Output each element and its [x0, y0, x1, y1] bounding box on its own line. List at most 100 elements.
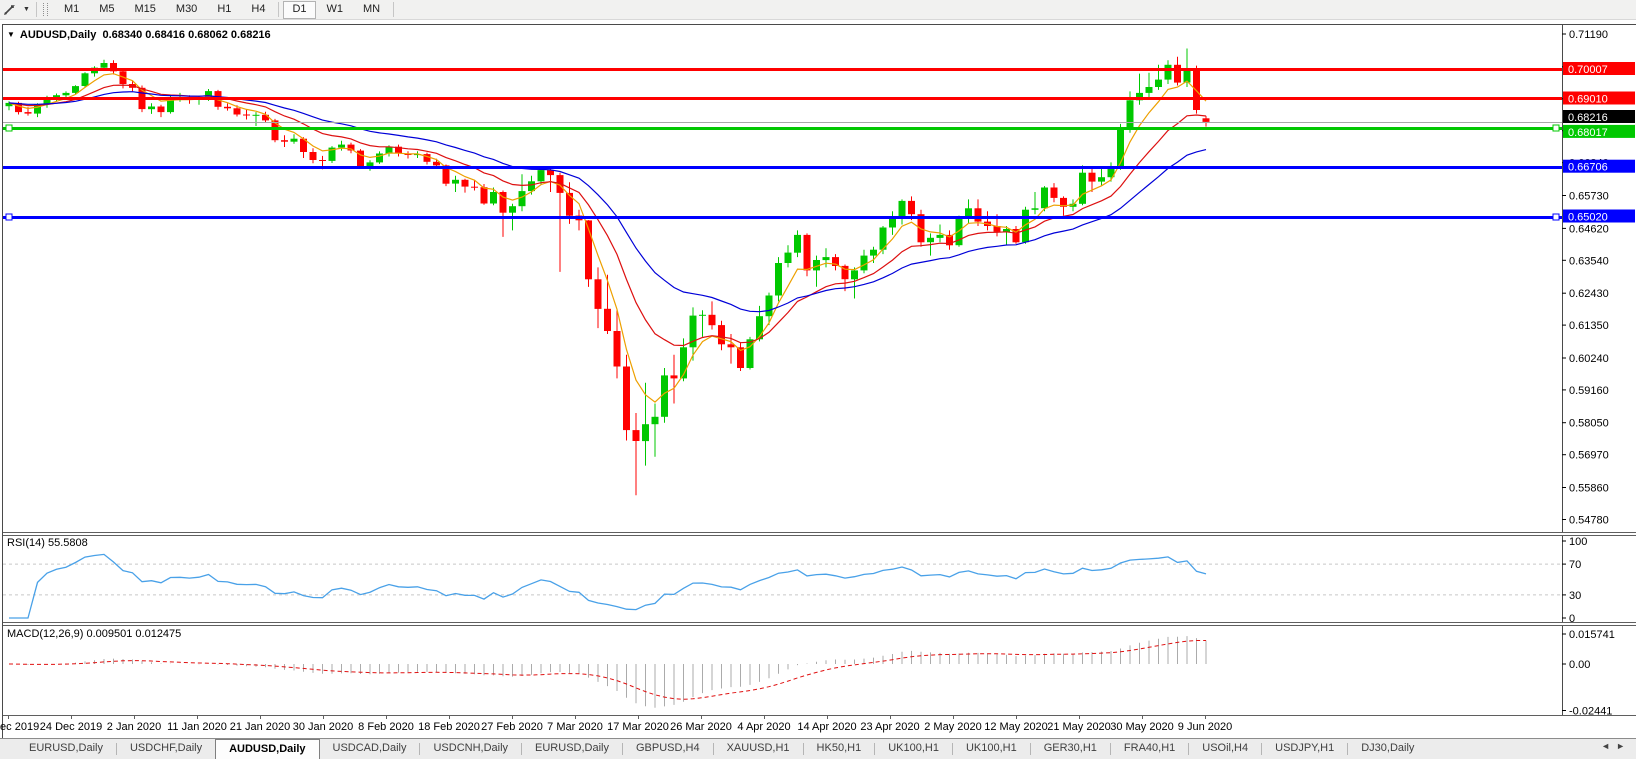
- line-handle[interactable]: [5, 213, 13, 221]
- candle-body: [15, 102, 22, 113]
- chart-tab-ger30-h1[interactable]: GER30,H1: [1043, 742, 1097, 754]
- cursor-tool-icon[interactable]: ▼: [0, 1, 33, 18]
- candle-body: [822, 257, 830, 261]
- candle-body: [300, 138, 307, 152]
- chart-tab-usdcad-daily[interactable]: USDCAD,Daily: [332, 742, 407, 754]
- panel-splitter[interactable]: [3, 532, 1636, 536]
- candle-body: [1193, 69, 1200, 110]
- chart-tab-usdjpy-h1[interactable]: USDJPY,H1: [1275, 742, 1335, 754]
- chart-tab-fra40-h1[interactable]: FRA40,H1: [1123, 742, 1176, 754]
- candle-body: [205, 91, 212, 98]
- chart-ohlc-values: 0.68340 0.68416 0.68062 0.68216: [102, 29, 271, 41]
- chart-title[interactable]: ▼ AUDUSD,Daily 0.68340 0.68416 0.68062 0.…: [7, 29, 271, 41]
- date-tick: [197, 716, 198, 719]
- slow-ma-line[interactable]: [8, 91, 1207, 313]
- date-label: 2 May 2020: [924, 721, 982, 733]
- chart-window: 0.711900.700800.690000.679200.668400.657…: [0, 24, 1636, 739]
- rsi-tick-label: 0: [1569, 613, 1575, 622]
- chart-tab-usdchf-daily[interactable]: USDCHF,Daily: [129, 742, 203, 754]
- candle-body: [708, 314, 716, 326]
- chart-tab-dj30-daily[interactable]: DJ30,Daily: [1361, 742, 1415, 754]
- candle-body: [433, 161, 440, 166]
- rsi-line: [9, 553, 1207, 619]
- price-badge-0.68216: [1563, 110, 1635, 123]
- candle-body: [537, 170, 545, 182]
- candle-body: [604, 308, 611, 331]
- date-label: 21 May 2020: [1047, 721, 1111, 733]
- line-handle[interactable]: [5, 124, 13, 132]
- candle-body: [243, 114, 250, 116]
- price-badge-label: 0.69010: [1568, 93, 1608, 105]
- candle-body: [689, 315, 697, 348]
- price-badge-0.66706: [1563, 159, 1635, 173]
- timeframe-button-m5[interactable]: M5: [99, 2, 115, 15]
- chart-tab-usdcnh-daily[interactable]: USDCNH,Daily: [433, 742, 509, 754]
- chart-tab-eurusd-daily[interactable]: EURUSD,Daily: [29, 742, 103, 754]
- candle-body: [1022, 209, 1029, 243]
- date-label: 27 Feb 2020: [481, 721, 543, 733]
- chart-tab-uk100-h1[interactable]: UK100,H1: [888, 742, 939, 754]
- line-handle[interactable]: [1552, 124, 1560, 132]
- chart-tab-usoil-h4[interactable]: USOil,H4: [1202, 742, 1249, 754]
- date-tick: [890, 716, 891, 719]
- chart-tab-uk100-h1[interactable]: UK100,H1: [965, 742, 1017, 754]
- chart-tab-xauusd-h1[interactable]: XAUUSD,H1: [726, 742, 790, 754]
- main-price-chart[interactable]: 0.711900.700800.690000.679200.668400.657…: [3, 25, 1636, 532]
- candle-body: [851, 270, 858, 280]
- candle-body: [1164, 64, 1172, 80]
- chart-tab-eurusd-daily[interactable]: EURUSD,Daily: [535, 742, 609, 754]
- candle-body: [148, 106, 155, 110]
- candle-body: [775, 263, 782, 296]
- candle-body: [262, 114, 269, 121]
- chart-tab-hk50-h1[interactable]: HK50,H1: [816, 742, 862, 754]
- price-tick-label: 0.56970: [1569, 450, 1609, 462]
- rsi-panel[interactable]: 100 70 30 0: [3, 536, 1636, 622]
- date-tick: [71, 716, 72, 719]
- timeframe-button-m30[interactable]: M30: [175, 2, 198, 15]
- candle-body: [395, 146, 402, 154]
- tab-scroll-right-icon[interactable]: ►: [1616, 741, 1631, 751]
- candle-body: [328, 147, 336, 161]
- date-label: 30 Jan 2020: [292, 721, 354, 733]
- macd-panel[interactable]: 0.015741 0.00 -0.02441: [3, 626, 1636, 715]
- timeframe-button-m15[interactable]: M15: [134, 2, 156, 15]
- date-label: 26 Mar 2020: [670, 721, 732, 733]
- date-tick: [953, 716, 954, 719]
- tab-scroll-left-icon[interactable]: ◄: [1601, 741, 1617, 751]
- chart-tab-gbpusd-h4[interactable]: GBPUSD,H4: [636, 742, 700, 754]
- timeframe-button-m1[interactable]: M1: [63, 2, 80, 15]
- timeframe-button-w1[interactable]: W1: [326, 2, 344, 15]
- candle-body: [499, 192, 507, 213]
- candle-body: [993, 226, 1001, 232]
- timeframe-button-h1[interactable]: H1: [217, 2, 232, 15]
- rsi-indicator-label: RSI(14) 55.5808: [7, 537, 88, 549]
- date-tick: [827, 716, 828, 719]
- timeframe-button-h4[interactable]: H4: [251, 2, 266, 15]
- collapse-icon[interactable]: ▼: [7, 30, 15, 39]
- candle-body: [1136, 92, 1143, 101]
- candle-body: [309, 152, 317, 160]
- candle-body: [784, 252, 792, 263]
- date-tick: [386, 716, 387, 719]
- candle-body: [936, 234, 944, 238]
- date-tick: [638, 716, 639, 719]
- dropdown-caret-icon[interactable]: ▼: [23, 6, 30, 13]
- candle-body: [357, 150, 364, 167]
- timeframe-button-d1[interactable]: D1: [283, 0, 316, 19]
- timeframe-button-mn[interactable]: MN: [363, 2, 381, 15]
- candle-body: [613, 331, 621, 367]
- candle-body: [1155, 79, 1162, 87]
- toolbar-separator: [393, 2, 395, 17]
- date-label: 4 Apr 2020: [737, 721, 791, 733]
- chart-tab-audusd-daily[interactable]: AUDUSD,Daily: [215, 739, 320, 759]
- price-badge-0.68017: [1563, 124, 1635, 138]
- toolbar-grip[interactable]: [42, 3, 48, 16]
- candle-body: [518, 191, 526, 207]
- panel-splitter[interactable]: [3, 622, 1636, 626]
- candle-body: [642, 424, 649, 442]
- macd-indicator-label: MACD(12,26,9) 0.009501 0.012475: [7, 628, 182, 640]
- price-tick-label: 0.59160: [1569, 385, 1609, 397]
- tab-divider: [521, 743, 523, 755]
- line-handle[interactable]: [1552, 213, 1560, 221]
